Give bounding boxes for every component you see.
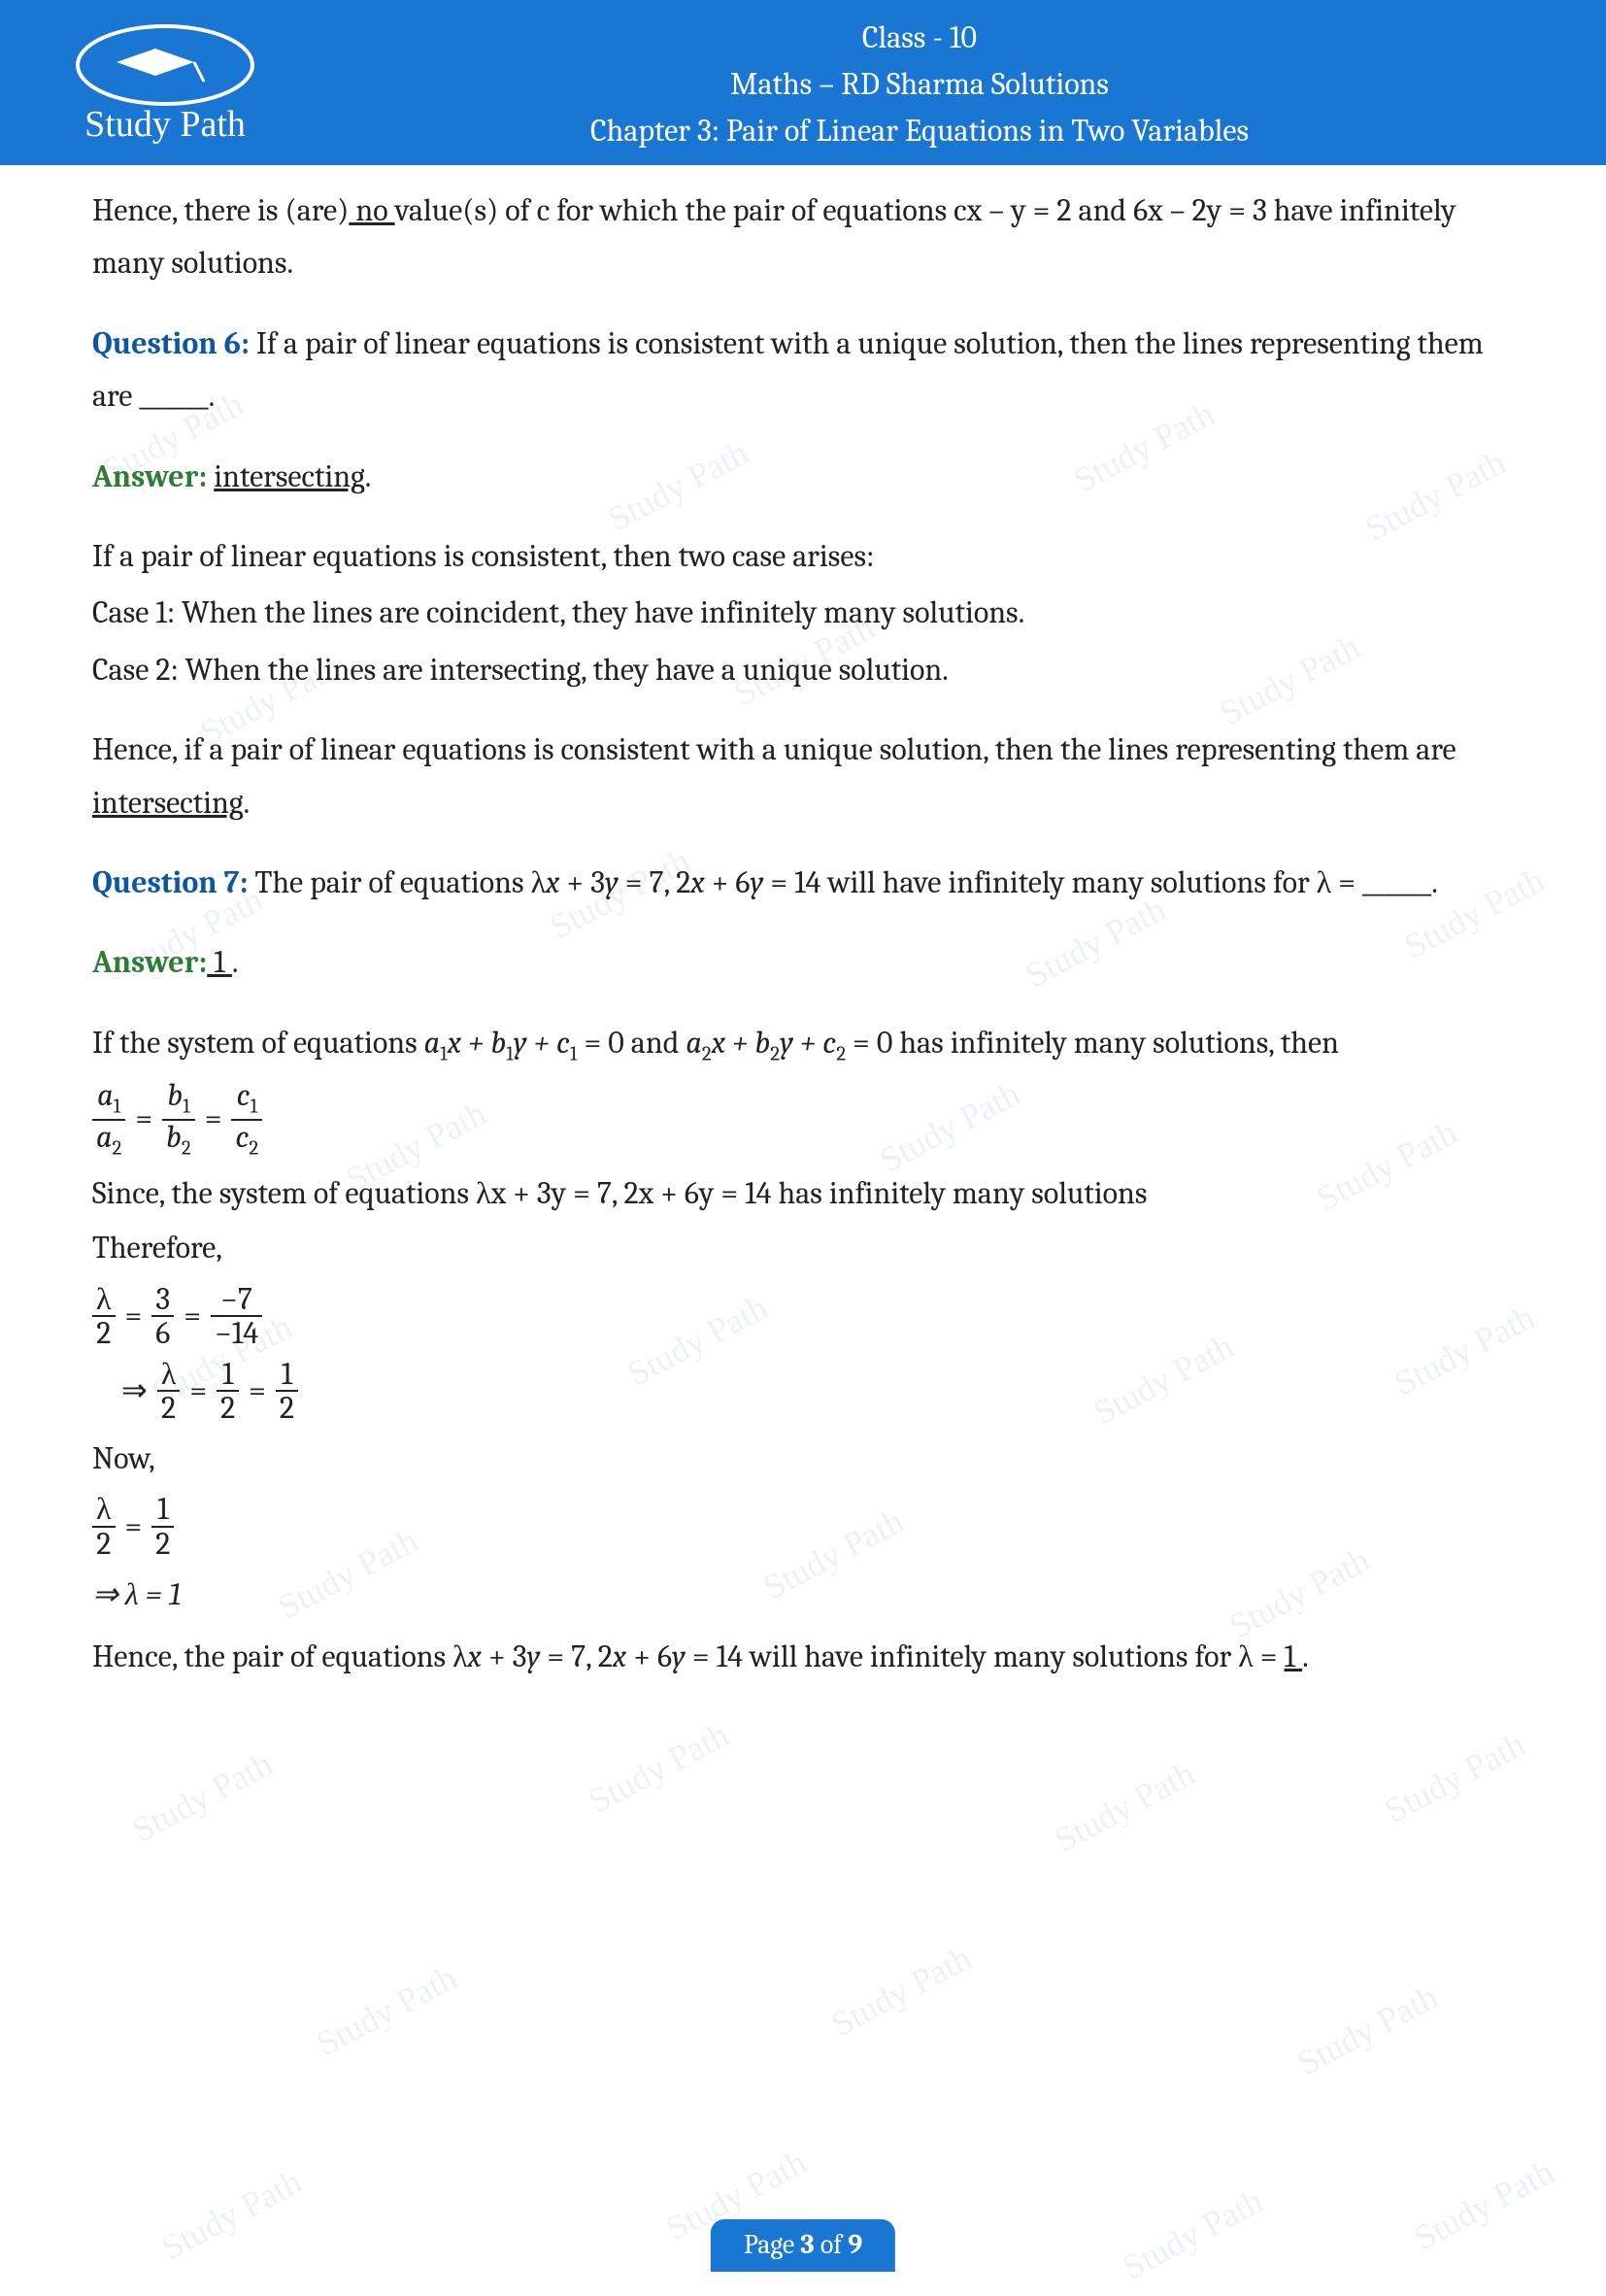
watermark: Study Path xyxy=(1374,1716,1536,1840)
q6-explanation-intro: If a pair of linear equations is consist… xyxy=(92,530,1514,583)
watermark: Study Path xyxy=(820,1930,983,2054)
subject-line: Maths – RD Sharma Solutions xyxy=(291,61,1548,108)
page-header: Study Path Class - 10 Maths – RD Sharma … xyxy=(0,0,1606,165)
q7-therefore: Therefore, xyxy=(92,1222,1514,1274)
answer-6-label: Answer: xyxy=(92,458,207,494)
q6-case2: Case 2: When the lines are intersecting,… xyxy=(92,644,1514,696)
watermark: Study Path xyxy=(306,1949,468,2074)
watermark: Study Path xyxy=(1112,2173,1274,2296)
q7-if-statement: If the system of equations a1x + b1y + c… xyxy=(92,1017,1514,1072)
svg-text:Study Path: Study Path xyxy=(84,104,246,145)
watermark: Study Path xyxy=(578,1706,740,1831)
q7-lambda-result: ⇒ λ = 1 xyxy=(92,1569,1514,1621)
studypath-logo-icon: Study Path xyxy=(58,21,272,148)
q7-hence: Hence, the pair of equations λx + 3y = 7… xyxy=(92,1631,1514,1683)
q7-ratio-3: λ2 = 12 xyxy=(92,1493,1514,1560)
question-6: Question 6: If a pair of linear equation… xyxy=(92,318,1514,423)
question-6-label: Question 6: xyxy=(92,325,250,361)
header-text-block: Class - 10 Maths – RD Sharma Solutions C… xyxy=(291,15,1548,154)
q7-since: Since, the system of equations λx + 3y =… xyxy=(92,1167,1514,1220)
answer-7: Answer: 1 . xyxy=(92,936,1514,989)
question-7: Question 7: The pair of equations λx + 3… xyxy=(92,857,1514,909)
page-content: Study PathStudy PathStudy PathStudy Path… xyxy=(0,165,1606,1683)
q7-general-ratio: a1a2 = b1b2 = c1c2 xyxy=(92,1079,1514,1159)
class-line: Class - 10 xyxy=(291,15,1548,61)
chapter-line: Chapter 3: Pair of Linear Equations in T… xyxy=(291,108,1548,154)
logo: Study Path xyxy=(58,21,272,148)
answer-6: Answer: intersecting. xyxy=(92,451,1514,503)
watermark: Study Path xyxy=(121,1736,284,1860)
watermark: Study Path xyxy=(1403,2144,1565,2268)
watermark: Study Path xyxy=(1287,1969,1449,2093)
q6-case1: Case 1: When the lines are coincident, t… xyxy=(92,587,1514,639)
q6-hence: Hence, if a pair of linear equations is … xyxy=(92,724,1514,829)
prev-question-hence: Hence, there is (are) no value(s) of c f… xyxy=(92,185,1514,290)
watermark: Study Path xyxy=(151,2153,313,2278)
page-footer: Page 3 of 9 xyxy=(711,2219,895,2272)
answer-7-label: Answer: xyxy=(92,944,207,980)
q7-ratio-1: λ2 = 36 = −7−14 xyxy=(92,1283,1514,1350)
q7-ratio-2: ⇒ λ2 = 12 = 12 xyxy=(121,1358,1514,1425)
question-7-label: Question 7: xyxy=(92,864,248,900)
q7-now: Now, xyxy=(92,1433,1514,1485)
watermark: Study Path xyxy=(1044,1745,1206,1870)
